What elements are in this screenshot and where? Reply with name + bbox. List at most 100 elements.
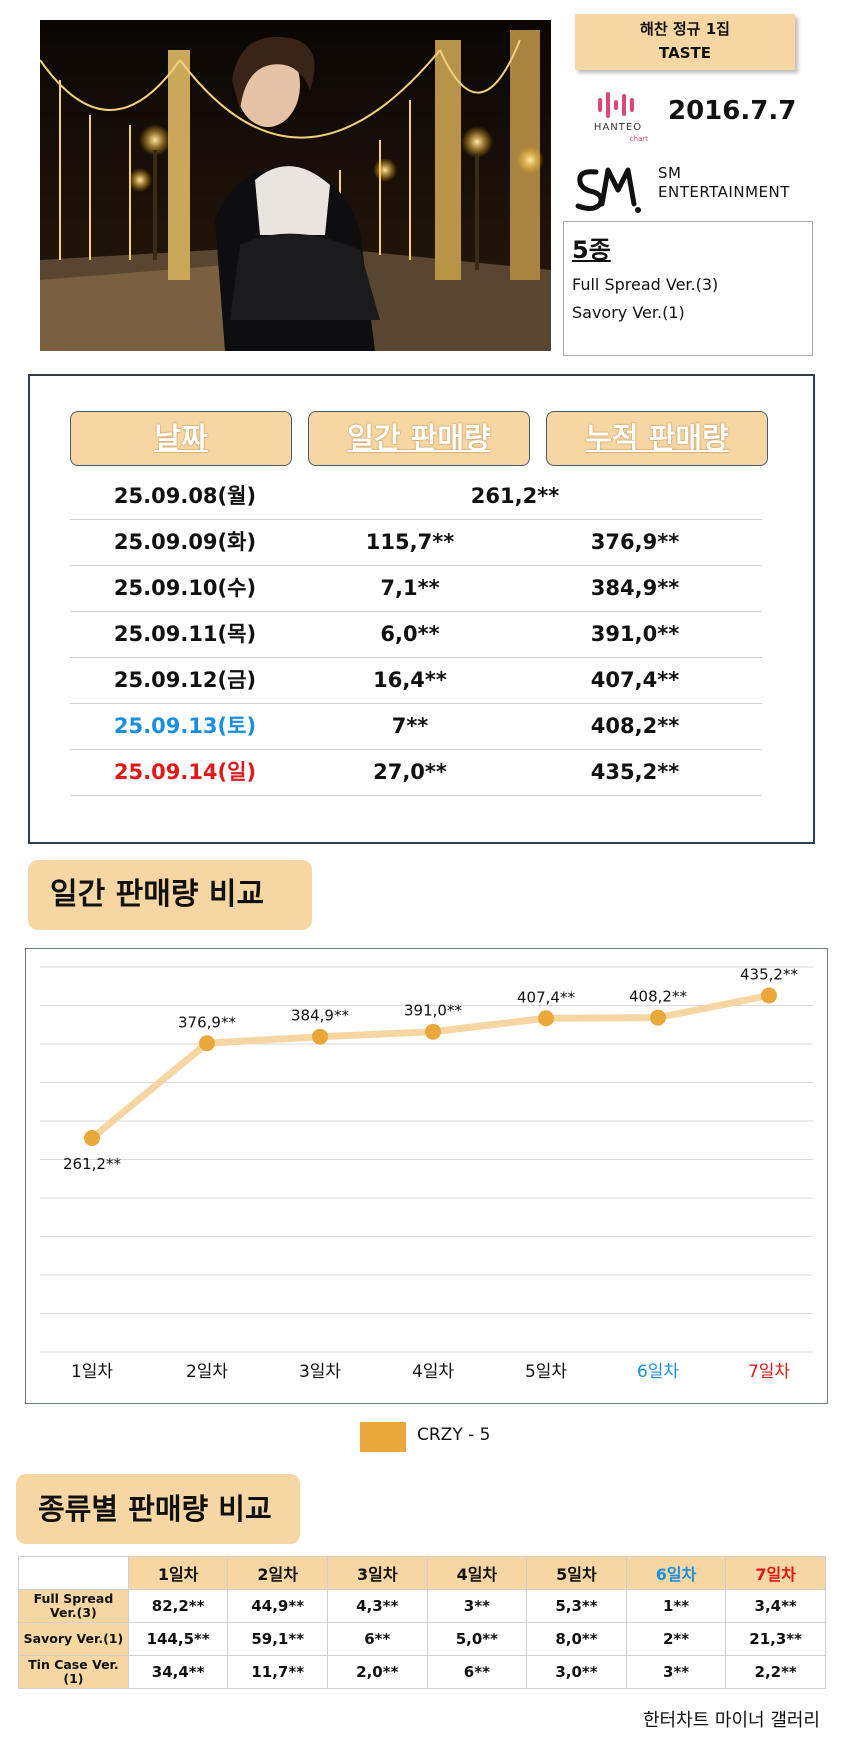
data-label: 384,9**	[291, 1007, 349, 1025]
agency-line-2: ENTERTAINMENT	[658, 183, 790, 201]
sales-row-cumulative: 407,4**	[590, 668, 680, 692]
release-date: 2016.7.7	[668, 96, 797, 126]
x-tick-label: 1일차	[71, 1362, 113, 1382]
sales-row-daily: 115,7**	[365, 530, 455, 554]
type-table-day: 7일차	[725, 1556, 826, 1590]
sales-row-cumulative: 408,2**	[590, 714, 680, 738]
type-table-value: 59,1**	[227, 1622, 328, 1656]
data-label: 408,2**	[629, 988, 687, 1006]
version-item: Savory Ver.(1)	[572, 303, 685, 322]
album-name: TASTE	[659, 44, 711, 62]
sales-row-date: 25.09.09(화)	[113, 530, 257, 554]
type-table-value: 21,3**	[725, 1622, 826, 1656]
x-tick-label: 2일차	[186, 1362, 228, 1382]
data-point	[312, 1028, 328, 1045]
type-table-header: 1일차 2일차 3일차 4일차 5일차 6일차 7일차	[18, 1556, 826, 1590]
legend-label: CRZY - 5	[417, 1425, 491, 1445]
sales-row-cumulative: 376,9**	[590, 530, 680, 554]
sales-row-date: 25.09.13(토)	[113, 714, 257, 738]
sales-row: 25.09.10(수) 7,1** 384,9**	[70, 565, 762, 612]
data-label: 261,2**	[63, 1155, 121, 1173]
album-photo	[40, 20, 551, 351]
night-bridge-illustration	[40, 20, 551, 351]
type-table-day: 6일차	[625, 1556, 727, 1590]
sales-table: 날짜 일간 판매량 누적 판매량 25.09.08(월) 261,2** 25.09…	[28, 374, 815, 844]
sm-entertainment-logo	[572, 160, 650, 216]
sales-row: 25.09.11(목) 6,0** 391,0**	[70, 611, 762, 658]
line-chart-svg: 261,2** 376,9** 384,9** 391,0** 407,4** 408,2…	[40, 966, 813, 1382]
x-tick-label: 4일차	[412, 1362, 454, 1382]
sales-row-daily: 27,0**	[373, 760, 447, 784]
type-table-day: 5일차	[526, 1556, 627, 1590]
x-tick-label: 3일차	[299, 1362, 341, 1382]
header-cumulative-sales: 누적 판매량	[546, 411, 768, 466]
type-table-value: 3,0**	[526, 1655, 627, 1689]
sales-row: 25.09.13(토) 7** 408,2**	[70, 703, 762, 750]
album-artist-title: 해찬 정규 1집	[640, 20, 730, 38]
footer-credit: 한터차트 마이너 갤러리	[642, 1710, 820, 1731]
sales-row-date: 25.09.08(월)	[113, 484, 257, 508]
type-table-value: 2,0**	[327, 1655, 428, 1689]
sales-row-date: 25.09.11(목)	[113, 622, 257, 646]
sales-row-cumulative: 391,0**	[590, 622, 680, 646]
type-table-value: 3,4**	[725, 1589, 826, 1623]
versions-box: 5종 Full Spread Ver.(3) Savory Ver.(1)	[563, 221, 813, 356]
sales-row-daily: 16,4**	[373, 668, 447, 692]
sales-row-cumulative: 435,2**	[590, 760, 680, 784]
sales-row: 25.09.09(화) 115,7** 376,9**	[70, 519, 762, 566]
data-point	[84, 1130, 100, 1147]
type-table-value: 3**	[625, 1655, 727, 1689]
sales-row-date: 25.09.12(금)	[113, 668, 257, 692]
sales-row-cumulative: 384,9**	[590, 576, 680, 600]
data-point	[761, 987, 777, 1004]
hanteo-logo-icon	[598, 92, 634, 118]
data-point	[199, 1035, 215, 1052]
sales-row-cumulative: 261,2**	[470, 484, 560, 508]
type-table-corner	[18, 1556, 129, 1590]
daily-sales-chart: 261,2** 376,9** 384,9** 391,0** 407,4** 408,2…	[25, 948, 828, 1404]
agency-name: SM ENTERTAINMENT	[658, 164, 790, 202]
header-daily-sales: 일간 판매량	[308, 411, 530, 466]
sales-row: 25.09.12(금) 16,4** 407,4**	[70, 657, 762, 704]
daily-comparison-title: 일간 판매량 비교	[28, 860, 312, 930]
sm-logo-icon	[575, 167, 641, 213]
data-label: 376,9**	[178, 1013, 236, 1031]
type-table-value: 3**	[426, 1589, 528, 1623]
type-table-day: 4일차	[426, 1556, 528, 1590]
data-point	[650, 1009, 666, 1026]
type-table-value: 2,2**	[725, 1655, 826, 1689]
data-point	[538, 1010, 554, 1027]
x-tick-label: 6일차	[637, 1362, 679, 1382]
type-table-value: 34,4**	[127, 1655, 229, 1689]
type-table-value: 11,7**	[227, 1655, 328, 1689]
data-label: 407,4**	[517, 988, 575, 1006]
type-table-version: Savory Ver.(1)	[18, 1622, 129, 1656]
type-table-day: 1일차	[127, 1556, 229, 1590]
type-table-value: 5,0**	[426, 1622, 528, 1656]
version-item: Full Spread Ver.(3)	[572, 275, 719, 294]
type-table-value: 2**	[625, 1622, 727, 1656]
sales-row-daily: 7,1**	[380, 576, 440, 600]
type-table-row: Tin Case Ver.(1) 34,4** 11,7** 2,0** 6** 3,0*…	[18, 1655, 826, 1689]
type-table-value: 5,3**	[526, 1589, 627, 1623]
type-table-version: Full Spread Ver.(3)	[18, 1589, 129, 1623]
agency-line-1: SM	[658, 164, 682, 182]
type-sales-table: 1일차 2일차 3일차 4일차 5일차 6일차 7일차 Full Spread Ver.(3)…	[18, 1556, 826, 1689]
type-table-version: Tin Case Ver.(1)	[18, 1655, 129, 1689]
type-table-value: 8,0**	[526, 1622, 627, 1656]
x-tick-label: 5일차	[525, 1362, 567, 1382]
data-point	[425, 1023, 441, 1040]
type-table-value: 44,9**	[227, 1589, 328, 1623]
data-label: 435,2**	[740, 966, 798, 984]
type-table-value: 82,2**	[127, 1589, 229, 1623]
sales-row-daily: 7**	[391, 714, 429, 738]
hanteo-logo-text: HANTEO	[593, 122, 643, 133]
sales-row-date: 25.09.10(수)	[113, 576, 257, 600]
sales-row-date: 25.09.14(일)	[113, 760, 257, 784]
x-tick-label: 7일차	[748, 1362, 790, 1382]
type-table-value: 1**	[625, 1589, 727, 1623]
header-date: 날짜	[70, 411, 292, 466]
type-table-row: Full Spread Ver.(3) 82,2** 44,9** 4,3** 3** 5…	[18, 1589, 826, 1623]
versions-title: 5종	[572, 236, 611, 264]
type-table-day: 3일차	[327, 1556, 428, 1590]
